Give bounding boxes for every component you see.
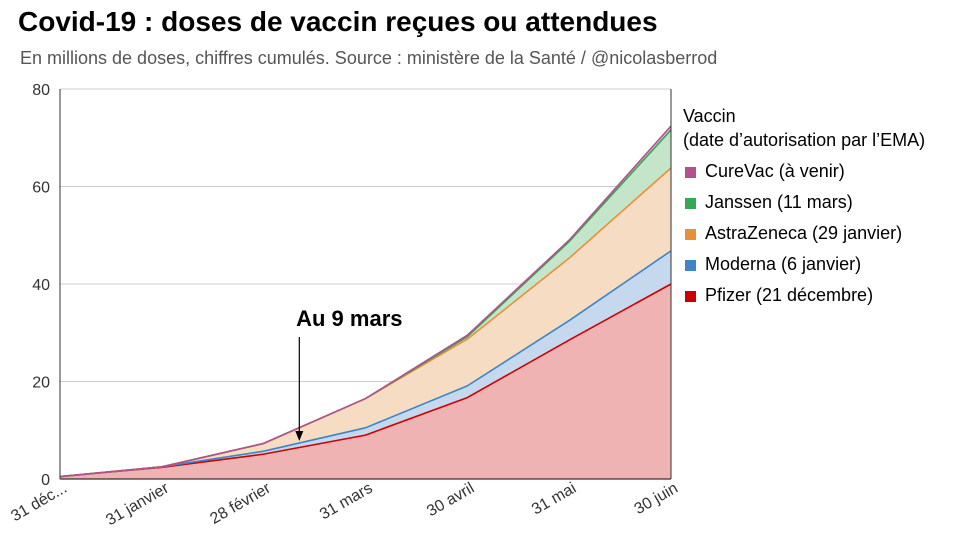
legend-swatch — [685, 229, 696, 240]
legend-swatch — [685, 291, 696, 302]
axes — [59, 89, 672, 480]
series-lines — [59, 125, 672, 478]
y-tick-label: 60 — [32, 180, 50, 197]
legend-item: AstraZeneca (29 janvier) — [683, 218, 925, 249]
legend-item: Moderna (6 janvier) — [683, 249, 925, 280]
x-tick-label: 30 avril — [424, 480, 477, 521]
annotation-arrow-head — [295, 431, 304, 441]
areas — [60, 126, 671, 479]
area-astrazeneca — [60, 167, 671, 477]
annotation: Au 9 mars — [295, 306, 403, 441]
legend-subtitle: (date d’autorisation par l’EMA) — [683, 130, 926, 150]
line-curevac — [59, 125, 672, 478]
x-tick-label: 30 juin — [632, 480, 681, 518]
legend-swatch — [685, 198, 696, 209]
legend-label: Janssen (11 mars) — [705, 192, 853, 212]
x-tick-label: 31 janvier — [103, 479, 172, 529]
x-tick-label: 31 mars — [317, 480, 376, 524]
legend: Vaccin (date d’autorisation par l’EMA) C… — [683, 104, 925, 311]
area-pfizer — [60, 284, 671, 479]
annotation-label: Au 9 mars — [296, 306, 402, 331]
x-tick-label: 31 déc... — [8, 480, 70, 525]
legend-item: Pfizer (21 décembre) — [683, 280, 925, 311]
x-tick-label: 31 mai — [529, 480, 579, 519]
y-tick-label: 80 — [32, 82, 50, 99]
legend-swatch — [685, 167, 696, 178]
legend-items: CureVac (à venir) Janssen (11 mars) AstraZ… — [683, 156, 925, 311]
legend-label: Moderna (6 janvier) — [705, 254, 862, 274]
legend-label: CureVac (à venir) — [705, 161, 845, 181]
y-tick-label: 0 — [41, 472, 50, 489]
y-tick-label: 40 — [32, 277, 50, 294]
legend-item: CureVac (à venir) — [683, 156, 925, 187]
legend-label: AstraZeneca (29 janvier) — [705, 223, 903, 243]
area-moderna — [60, 250, 671, 477]
legend-item: Janssen (11 mars) — [683, 187, 925, 218]
chart-subtitle: En millions de doses, chiffres cumulés. … — [20, 48, 718, 68]
legend-label: Pfizer (21 décembre) — [705, 285, 874, 305]
legend-title: Vaccin — [683, 106, 736, 126]
x-tick-label: 28 février — [207, 479, 274, 527]
legend-swatch — [685, 260, 696, 271]
chart-title: Covid-19 : doses de vaccin reçues ou att… — [18, 6, 658, 37]
y-tick-label: 20 — [32, 375, 50, 392]
